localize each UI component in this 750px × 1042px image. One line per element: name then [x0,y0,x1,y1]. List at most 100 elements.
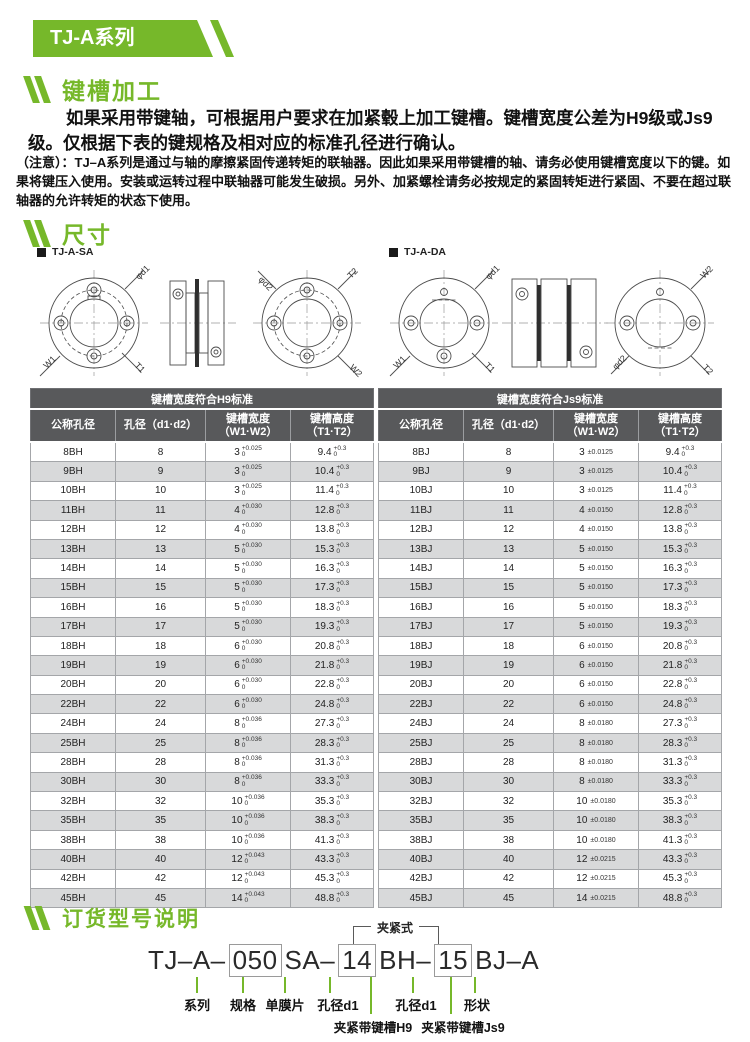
bore-code-cell: 14BH [30,558,116,579]
model-segment: TJ–A– [148,945,226,975]
dim-label: T2 [345,266,360,281]
da-side-view [502,278,608,368]
key-width-cell: 6 +0.030 0 [205,635,291,657]
bore-dia-cell: 30 [115,771,206,793]
bore-dia-cell: 14 [115,558,206,579]
table-row: 32BJ 32 10 ±0.0180 35.3 +0.3 0 [378,791,723,812]
bore-dia-cell: 12 [463,519,554,540]
key-height-cell: 12.8 +0.3 0 [637,500,723,521]
bore-code-cell: 13BH [30,538,116,560]
bore-dia-cell: 16 [115,597,206,618]
table-row: 35BH 35 10 +0.036 0 38.3 +0.3 0 [30,810,374,831]
band-title: 键槽宽度符合Js9标准 [378,388,722,410]
table-row: 30BH 30 8 +0.036 0 33.3 +0.3 0 [30,771,374,793]
drawing-caption-text: TJ-A-DA [404,246,446,258]
model-part-label: 孔径d1 [317,998,359,1013]
table-row: 15BH 15 5 +0.030 0 17.3 +0.3 0 [30,577,374,599]
bore-code-cell: 13BJ [378,538,464,560]
bore-code-cell: 24BJ [378,713,464,734]
table-row: 15BJ 15 5 ±0.0150 17.3 +0.3 0 [378,577,723,599]
key-height-cell: 18.3 +0.3 0 [290,597,374,618]
model-part-label: 形状 [463,998,491,1013]
key-width-cell: 5 +0.030 0 [205,597,291,618]
bore-code-cell: 40BJ [378,849,464,870]
model-number: TJ–A– 050 SA– 14 BH– 15 BJ–A [148,944,539,977]
js9-table: 键槽宽度符合Js9标准 公称孔径 孔径（d1·d2） 键槽宽度 （W1·W2） 键… [378,388,723,909]
bore-dia-cell: 38 [463,829,554,851]
key-height-cell: 31.3 +0.3 0 [637,752,723,773]
model-segment: BH– [379,945,432,975]
model-segment: BJ–A [475,945,540,975]
bore-code-cell: 12BJ [378,519,464,540]
key-width-cell: 10 ±0.0180 [553,791,639,812]
series-banner-title: TJ-A系列 [50,27,135,49]
bore-dia-cell: 13 [115,538,206,560]
bore-code-cell: 25BJ [378,732,464,754]
bore-dia-cell: 40 [115,849,206,870]
col-header: 键槽宽度 （W1·W2） [205,409,291,443]
key-width-cell: 5 ±0.0150 [553,558,639,579]
leader-line [329,977,331,993]
table-row: 19BJ 19 6 ±0.0150 21.8 +0.3 0 [378,655,723,676]
dim-label: W1 [41,354,58,371]
table-column-header: 公称孔径 孔径（d1·d2） 键槽宽度 （W1·W2） 键槽高度 （T1·T2） [30,409,374,443]
table-row: 38BJ 38 10 ±0.0180 41.3 +0.3 0 [378,829,723,851]
bore-code-cell: 22BJ [378,694,464,715]
dim-label: φd2 [610,353,628,371]
bore-code-cell: 30BH [30,771,116,793]
dim-label: T2 [701,362,716,377]
key-height-cell: 28.3 +0.3 0 [290,732,374,754]
key-height-cell: 10.4 +0.3 0 [637,461,723,482]
bore-code-cell: 18BJ [378,635,464,657]
key-height-cell: 19.3 +0.3 0 [290,616,374,637]
clamp-type-label: 夹紧式 [370,919,420,936]
bore-dia-cell: 22 [115,694,206,715]
key-height-cell: 13.8 +0.3 0 [290,519,374,540]
bore-code-cell: 10BH [30,480,116,502]
table-row: 9BJ 9 3 ±0.0125 10.4 +0.3 0 [378,461,723,482]
model-segment-boxed: 050 [228,944,282,977]
bore-code-cell: 17BJ [378,616,464,637]
keyway-note: （注意）：TJ–A系列是通过与轴的摩擦紧固传递转矩的联轴器。因此如果采用带键槽的… [16,155,732,208]
leader-line [242,977,244,993]
key-height-cell: 9.4 +0.3 0 [637,441,723,463]
sa-front-view: φd1 W1 T1 [39,263,152,377]
table-row: 25BH 25 8 +0.036 0 28.3 +0.3 0 [30,732,374,754]
bore-dia-cell: 42 [463,868,554,889]
bore-dia-cell: 17 [463,616,554,637]
key-width-cell: 6 +0.030 0 [205,655,291,676]
col-header: 孔径（d1·d2） [115,409,206,443]
bore-dia-cell: 45 [115,887,206,909]
key-width-cell: 12 ±0.0215 [553,849,639,870]
table-row: 30BJ 30 8 ±0.0180 33.3 +0.3 0 [378,771,723,793]
bore-code-cell: 16BJ [378,597,464,618]
series-banner: TJ-A系列 [33,20,213,57]
table-band-header: 键槽宽度符合H9标准 [30,388,374,410]
key-width-cell: 5 ±0.0150 [553,577,639,599]
key-height-cell: 28.3 +0.3 0 [637,732,723,754]
key-height-cell: 17.3 +0.3 0 [637,577,723,599]
dim-label: φd2 [257,274,275,292]
bore-dia-cell: 11 [463,500,554,521]
model-part-label: 规格 [229,998,257,1013]
bore-code-cell: 32BJ [378,791,464,812]
bore-dia-cell: 35 [463,810,554,831]
key-height-cell: 45.3 +0.3 0 [290,868,374,889]
key-height-cell: 27.3 +0.3 0 [290,713,374,734]
square-bullet-icon [37,247,46,257]
dim-label: φd1 [483,263,501,281]
leader-line [412,977,414,993]
table-row: 28BJ 28 8 ±0.0180 31.3 +0.3 0 [378,752,723,773]
key-width-cell: 5 ±0.0150 [553,616,639,637]
key-height-cell: 21.8 +0.3 0 [637,655,723,676]
table-row: 45BH 45 14 +0.043 0 48.8 +0.3 0 [30,887,374,909]
bore-dia-cell: 16 [463,597,554,618]
bore-dia-cell: 8 [115,441,206,463]
table-row: 32BH 32 10 +0.036 0 35.3 +0.3 0 [30,791,374,812]
table-row: 24BJ 24 8 ±0.0180 27.3 +0.3 0 [378,713,723,734]
bore-code-cell: 32BH [30,791,116,812]
bore-code-cell: 20BJ [378,674,464,696]
key-height-cell: 20.8 +0.3 0 [290,635,374,657]
key-height-cell: 11.4 +0.3 0 [290,480,374,502]
col-header: 键槽高度 （T1·T2） [637,409,722,443]
